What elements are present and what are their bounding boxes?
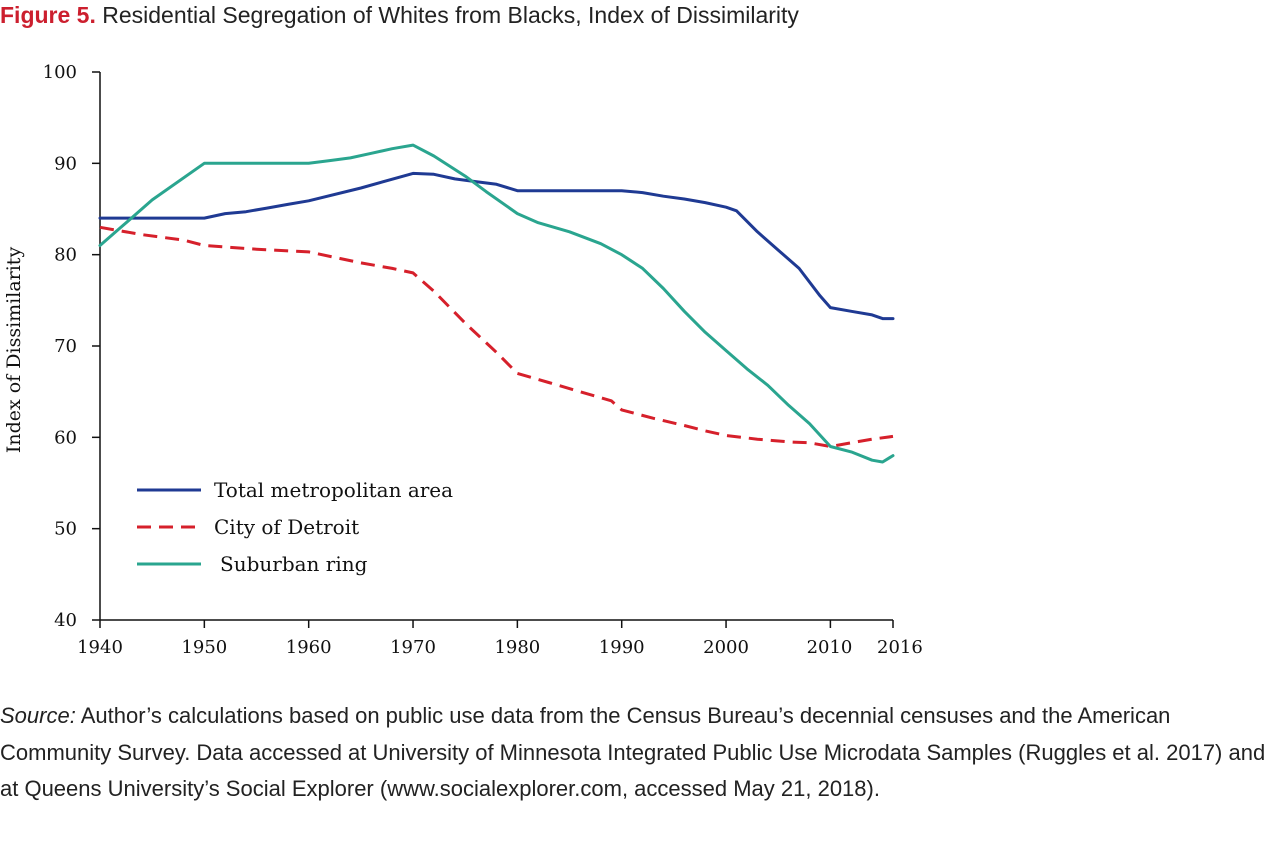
x-tick-label: 1950 <box>181 637 227 658</box>
chart-legend: Total metropolitan area City of Detroit Su… <box>137 478 453 576</box>
legend-label: Total metropolitan area <box>214 478 453 502</box>
legend-label: City of Detroit <box>214 515 359 539</box>
y-tick-label: 80 <box>54 245 77 266</box>
figure-label: Figure 5. <box>0 2 96 28</box>
series-line-suburban-ring <box>98 143 895 464</box>
legend-label: Suburban ring <box>220 552 368 576</box>
x-tick-label: 2016 <box>877 637 923 658</box>
chart-series <box>98 143 895 464</box>
y-tick-label: 100 <box>43 62 77 83</box>
x-tick-label: 1990 <box>599 637 645 658</box>
y-tick-label: 50 <box>54 519 77 540</box>
series-line-total-metropolitan-area <box>98 171 895 321</box>
figure-title: Figure 5. Residential Segregation of Whi… <box>0 0 1280 34</box>
line-chart: 1940 1950 1960 1970 1980 1990 2000 2010 2016 40 5… <box>3 62 923 658</box>
x-tick-label: 1970 <box>390 637 436 658</box>
source-text: Author’s calculations based on public us… <box>0 703 1266 801</box>
x-axis-ticks: 1940 1950 1960 1970 1980 1990 2000 2010 2016 <box>77 620 923 658</box>
y-axis-title: Index of Dissimilarity <box>3 247 25 454</box>
series-line-city-of-detroit <box>99 225 894 448</box>
y-axis-ticks: 40 50 60 70 80 90 100 <box>43 62 100 631</box>
x-tick-label: 2010 <box>807 637 853 658</box>
x-tick-label: 1980 <box>494 637 540 658</box>
source-label: Source: <box>0 703 76 728</box>
figure-title-text: Residential Segregation of Whites from B… <box>102 2 799 28</box>
x-tick-label: 1960 <box>286 637 332 658</box>
y-tick-label: 60 <box>54 427 77 448</box>
x-tick-label: 2000 <box>703 637 749 658</box>
source-note: Source: Author’s calculations based on p… <box>0 698 1280 808</box>
x-tick-label: 1940 <box>77 637 123 658</box>
y-tick-label: 90 <box>54 153 77 174</box>
y-tick-label: 40 <box>54 610 77 631</box>
y-tick-label: 70 <box>54 336 77 357</box>
